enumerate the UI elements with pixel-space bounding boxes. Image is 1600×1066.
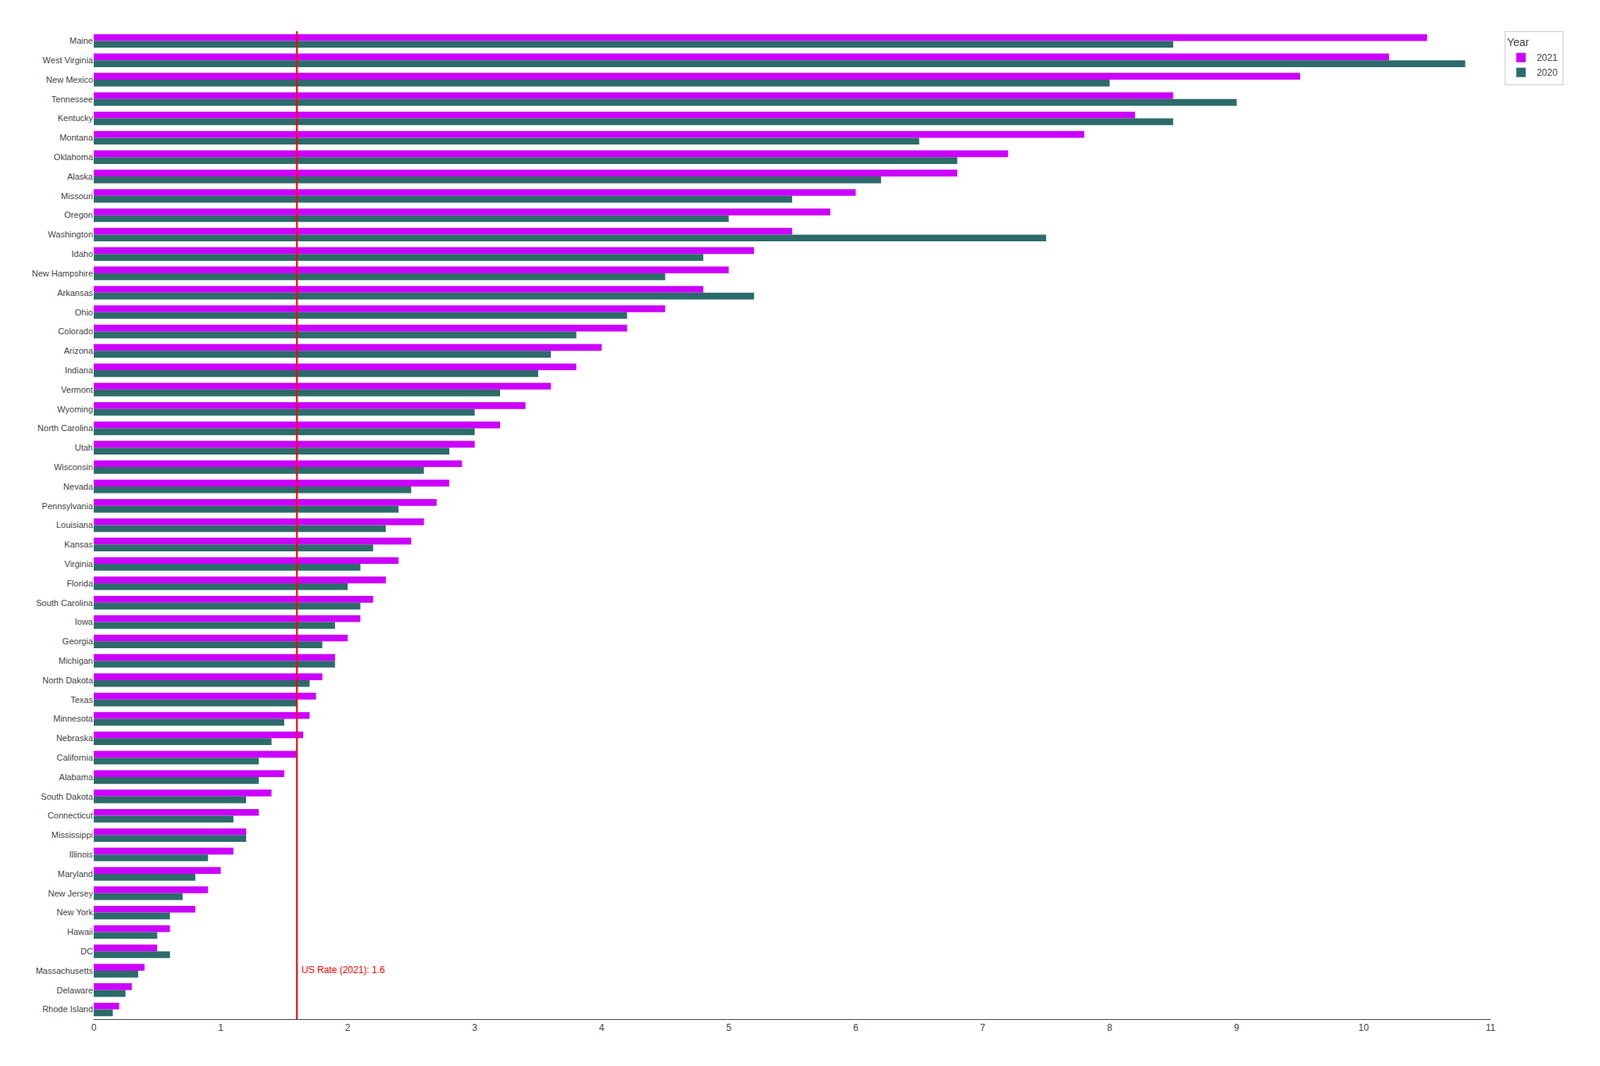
svg-text:Alabama: Alabama: [59, 772, 94, 783]
svg-text:Missouri: Missouri: [60, 191, 93, 201]
svg-text:Illinois: Illinois: [68, 850, 93, 860]
svg-text:Vermont: Vermont: [60, 385, 93, 395]
svg-text:Year: Year: [1507, 35, 1530, 49]
svg-text:2: 2: [345, 1022, 351, 1034]
svg-text:Washington: Washington: [47, 229, 93, 240]
svg-text:Kansas: Kansas: [64, 539, 93, 550]
svg-text:California: California: [57, 753, 94, 763]
svg-text:9: 9: [1234, 1022, 1240, 1034]
svg-text:Florida: Florida: [66, 578, 94, 589]
svg-text:Tennessee: Tennessee: [51, 94, 93, 104]
svg-text:Hawaii: Hawaii: [67, 927, 93, 937]
svg-text:Pennsylvania: Pennsylvania: [42, 501, 94, 511]
svg-text:Wyoming: Wyoming: [57, 404, 93, 415]
svg-text:8: 8: [1107, 1022, 1113, 1034]
svg-text:5: 5: [725, 1022, 732, 1034]
svg-text:Colorado: Colorado: [57, 326, 93, 336]
svg-text:Louisiana: Louisiana: [56, 520, 94, 530]
svg-text:Utah: Utah: [75, 442, 93, 453]
svg-text:2020: 2020: [1536, 67, 1558, 79]
svg-text:South Carolina: South Carolina: [35, 598, 94, 608]
svg-text:Indiana: Indiana: [64, 365, 94, 375]
svg-text:Wisconsin: Wisconsin: [53, 462, 93, 472]
svg-text:New York: New York: [57, 907, 94, 918]
svg-text:Massachusetts: Massachusetts: [35, 966, 94, 976]
svg-text:Oregon: Oregon: [64, 210, 93, 220]
svg-text:Virginia: Virginia: [64, 559, 94, 569]
svg-text:New Hampshire: New Hampshire: [32, 268, 93, 279]
svg-text:Montana: Montana: [59, 132, 94, 143]
svg-text:Maine: Maine: [69, 35, 93, 46]
svg-text:Delaware: Delaware: [57, 985, 93, 996]
svg-text:4: 4: [599, 1022, 605, 1034]
svg-text:Arkansas: Arkansas: [57, 288, 93, 298]
svg-text:Texas: Texas: [70, 695, 93, 705]
svg-text:Kentucky: Kentucky: [57, 113, 94, 123]
svg-text:6: 6: [853, 1022, 859, 1034]
svg-text:Alaska: Alaska: [67, 171, 94, 182]
svg-text:North Dakota: North Dakota: [42, 675, 94, 686]
svg-text:Maryland: Maryland: [57, 869, 93, 879]
svg-text:3: 3: [471, 1022, 478, 1034]
svg-text:DC: DC: [80, 946, 93, 957]
svg-text:2021: 2021: [1536, 52, 1558, 64]
svg-text:Arizona: Arizona: [64, 346, 94, 356]
svg-text:New Mexico: New Mexico: [46, 75, 93, 85]
svg-text:0: 0: [91, 1022, 97, 1034]
svg-text:New Jersey: New Jersey: [48, 889, 94, 899]
svg-text:11: 11: [1485, 1022, 1497, 1034]
svg-text:10: 10: [1358, 1022, 1370, 1034]
svg-text:South Dakota: South Dakota: [40, 792, 94, 802]
svg-text:1: 1: [217, 1022, 224, 1034]
svg-text:7: 7: [979, 1022, 986, 1034]
svg-text:Connecticut: Connecticut: [47, 810, 93, 821]
svg-text:Minnesota: Minnesota: [53, 714, 94, 724]
svg-text:Georgia: Georgia: [62, 636, 94, 647]
svg-text:Michigan: Michigan: [58, 656, 93, 666]
svg-text:US Rate (2021): 1.6: US Rate (2021): 1.6: [301, 964, 386, 976]
svg-text:Iowa: Iowa: [75, 617, 94, 627]
svg-text:Rhode Island: Rhode Island: [42, 1004, 93, 1015]
svg-text:West Virginia: West Virginia: [42, 55, 94, 65]
svg-text:Nevada: Nevada: [63, 482, 94, 492]
svg-text:Oklahoma: Oklahoma: [53, 152, 94, 162]
svg-text:Ohio: Ohio: [75, 307, 93, 318]
svg-text:North Carolina: North Carolina: [37, 423, 94, 433]
svg-text:Mississippi: Mississippi: [51, 830, 93, 840]
svg-text:Nebraska: Nebraska: [56, 733, 94, 743]
svg-text:Idaho: Idaho: [71, 249, 93, 259]
